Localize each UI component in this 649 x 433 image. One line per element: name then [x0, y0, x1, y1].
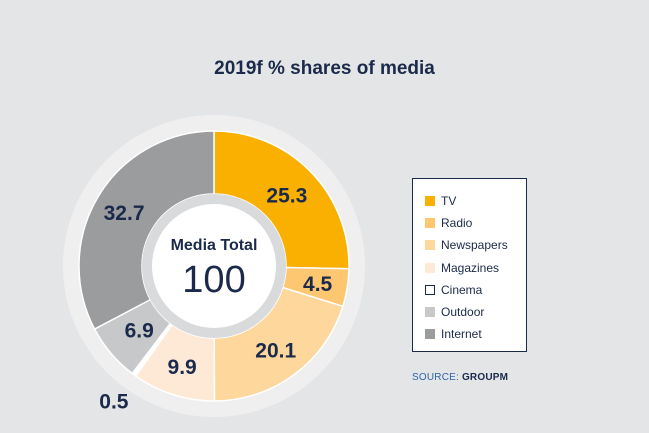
legend-label-cinema: Cinema — [441, 282, 483, 297]
legend-label-magazines: Magazines — [441, 260, 500, 275]
legend-swatch-tv — [425, 196, 435, 207]
slice-label-outdoor: 6.9 — [125, 319, 154, 342]
legend-label-internet: Internet — [441, 327, 482, 342]
slice-label-cinema: 0.5 — [99, 390, 129, 413]
center-value: 100 — [182, 259, 245, 301]
legend-swatch-magazines — [425, 262, 435, 273]
legend-item-cinema: Cinema — [425, 279, 526, 301]
slice-label-magazines: 9.9 — [168, 356, 197, 379]
legend-swatch-radio — [425, 218, 435, 229]
slice-label-newspapers: 20.1 — [255, 340, 296, 363]
center-disc — [152, 204, 276, 328]
legend: TV Radio Newspapers Magazines Cinema Outdoor I… — [412, 178, 527, 352]
legend-item-newspapers: Newspapers — [425, 234, 526, 256]
legend-swatch-newspapers — [425, 240, 435, 251]
legend-swatch-cinema — [425, 284, 435, 295]
slice-label-internet: 32.7 — [104, 202, 145, 225]
legend-item-tv: TV — [425, 190, 526, 212]
legend-swatch-outdoor — [425, 307, 435, 318]
chart-title: 2019f % shares of media — [214, 58, 435, 79]
center-label: Media Total — [171, 237, 258, 254]
legend-label-radio: Radio — [441, 216, 473, 231]
source-note: SOURCE: GROUPM — [412, 372, 508, 383]
legend-label-outdoor: Outdoor — [441, 305, 485, 320]
legend-label-tv: TV — [441, 194, 457, 209]
source-value: GROUPM — [461, 372, 509, 383]
legend-item-outdoor: Outdoor — [425, 301, 526, 323]
legend-item-internet: Internet — [425, 323, 526, 345]
slice-label-radio: 4.5 — [303, 273, 333, 296]
legend-label-newspapers: Newspapers — [441, 238, 508, 253]
legend-item-magazines: Magazines — [425, 257, 526, 279]
legend-item-radio: Radio — [425, 212, 526, 234]
source-label: SOURCE: — [412, 372, 459, 383]
legend-swatch-internet — [425, 329, 435, 340]
slice-label-tv: 25.3 — [266, 185, 307, 208]
